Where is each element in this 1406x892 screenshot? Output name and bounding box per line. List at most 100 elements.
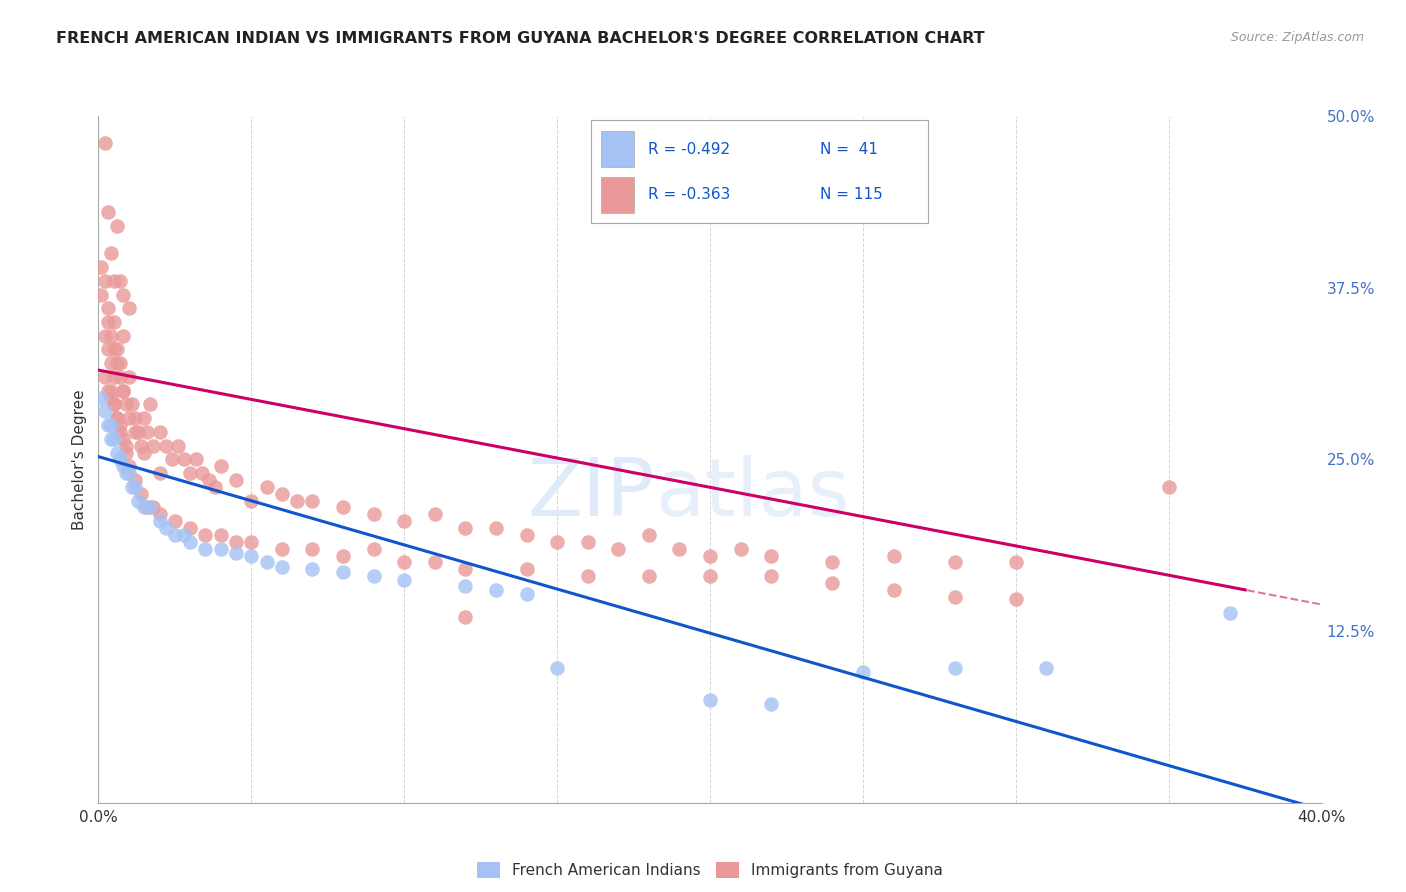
Point (103, 397, 125, 411)
Point (115, 397, 138, 411)
Point (225, 546, 247, 560)
Point (699, 692, 721, 706)
Point (209, 459, 232, 474)
Point (197, 473, 219, 487)
Point (454, 562, 477, 576)
Point (1004, 592, 1026, 607)
Point (105, 411, 128, 425)
Point (97, 343, 120, 357)
Point (155, 521, 177, 535)
Point (108, 425, 131, 439)
Point (546, 534, 568, 549)
Text: N = 115: N = 115 (820, 186, 883, 202)
Point (124, 411, 146, 425)
Point (883, 582, 905, 597)
Point (103, 370, 125, 384)
Point (454, 610, 477, 624)
Bar (600, 177, 634, 212)
Point (100, 384, 122, 398)
Point (105, 411, 128, 425)
Text: atlas: atlas (655, 455, 849, 533)
Point (93, 274, 115, 288)
Point (129, 439, 152, 453)
Point (163, 514, 186, 528)
Text: R = -0.363: R = -0.363 (648, 186, 730, 202)
Point (759, 569, 782, 583)
Point (454, 521, 477, 535)
Point (90, 391, 112, 405)
Point (392, 574, 416, 588)
Point (136, 500, 159, 515)
Point (1219, 606, 1241, 620)
Point (194, 541, 217, 556)
Point (546, 661, 568, 675)
Point (160, 452, 183, 467)
Point (129, 487, 152, 501)
Point (485, 521, 508, 535)
Point (134, 445, 156, 459)
Point (121, 397, 143, 411)
Bar (600, 130, 634, 167)
Point (301, 493, 323, 508)
Point (100, 417, 122, 433)
Point (149, 466, 172, 480)
Point (240, 549, 263, 563)
Point (118, 411, 141, 425)
Point (179, 534, 201, 549)
Point (852, 665, 875, 680)
Point (97, 315, 120, 329)
Point (124, 480, 146, 494)
Point (118, 466, 141, 480)
Point (607, 541, 630, 556)
Point (363, 569, 385, 583)
Point (127, 425, 149, 439)
Point (363, 508, 385, 522)
Point (256, 555, 278, 570)
Point (332, 549, 354, 563)
Point (516, 528, 538, 542)
Point (108, 452, 131, 467)
Point (103, 315, 125, 329)
Point (285, 493, 308, 508)
Point (111, 384, 134, 398)
Point (943, 590, 966, 604)
Point (121, 480, 143, 494)
Point (93, 370, 115, 384)
Point (301, 541, 323, 556)
Point (111, 384, 134, 398)
Point (209, 528, 232, 542)
Point (124, 425, 146, 439)
Point (1035, 661, 1057, 675)
Point (225, 534, 247, 549)
Point (179, 466, 201, 480)
Point (124, 473, 146, 487)
Point (149, 425, 172, 439)
Point (191, 466, 214, 480)
Point (139, 397, 162, 411)
Point (883, 549, 905, 563)
Point (225, 473, 247, 487)
Point (97, 417, 120, 433)
Point (576, 569, 599, 583)
Point (194, 528, 217, 542)
Point (943, 555, 966, 570)
Point (118, 459, 141, 474)
Y-axis label: Bachelor's Degree: Bachelor's Degree (72, 389, 87, 530)
Point (637, 569, 661, 583)
Point (108, 356, 131, 370)
Point (90, 287, 112, 301)
Point (108, 274, 131, 288)
Point (100, 391, 122, 405)
Point (97, 384, 120, 398)
Point (103, 432, 125, 446)
Point (759, 549, 782, 563)
Point (301, 562, 323, 576)
Point (108, 417, 131, 433)
Point (111, 287, 134, 301)
Point (1004, 555, 1026, 570)
Point (454, 579, 477, 593)
Point (392, 555, 416, 570)
Text: R = -0.492: R = -0.492 (648, 142, 730, 157)
Point (115, 466, 138, 480)
Point (103, 274, 125, 288)
